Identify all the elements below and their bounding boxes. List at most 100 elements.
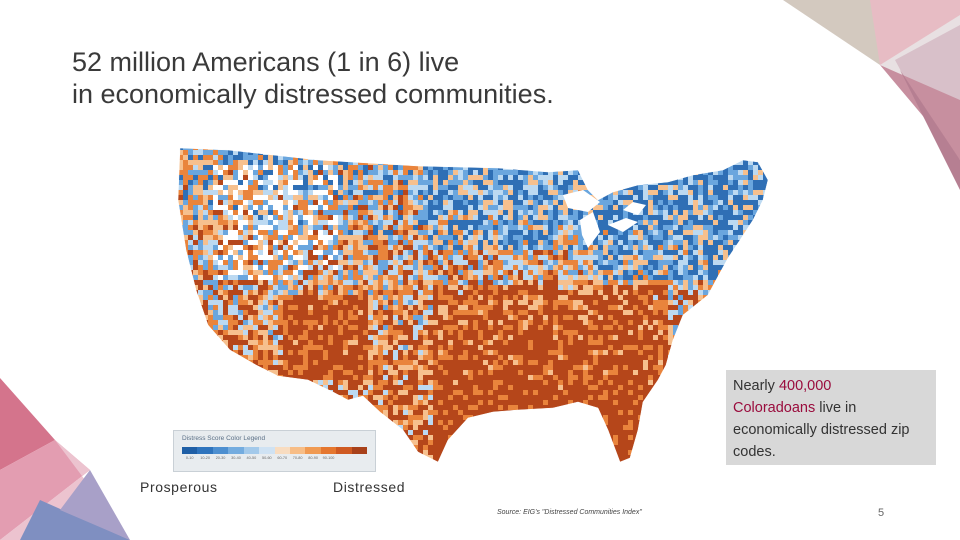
map-zip-cell xyxy=(253,185,258,190)
map-zip-cell xyxy=(708,270,713,275)
map-zip-cell xyxy=(308,170,313,175)
map-zip-cell xyxy=(463,340,468,345)
map-zip-cell xyxy=(343,315,348,320)
map-zip-cell xyxy=(363,190,368,195)
map-zip-cell xyxy=(313,315,318,320)
map-zip-cell xyxy=(323,250,328,255)
map-zip-cell xyxy=(338,270,343,275)
map-zip-cell xyxy=(373,250,378,255)
map-zip-cell xyxy=(523,255,528,260)
map-zip-cell xyxy=(418,190,423,195)
map-zip-cell xyxy=(443,230,448,235)
map-zip-cell xyxy=(568,175,573,180)
map-zip-cell xyxy=(463,265,468,270)
map-zip-cell xyxy=(518,315,523,320)
map-zip-cell xyxy=(213,305,218,310)
map-zip-cell xyxy=(543,260,548,265)
map-zip-cell xyxy=(313,340,318,345)
map-zip-cell xyxy=(208,150,213,155)
map-zip-cell xyxy=(428,140,433,145)
map-zip-cell xyxy=(243,148,248,150)
map-zip-cell xyxy=(243,280,248,285)
map-zip-cell xyxy=(533,255,538,260)
map-zip-cell xyxy=(298,190,303,195)
map-zip-cell xyxy=(643,285,648,290)
map-zip-cell xyxy=(403,260,408,265)
map-zip-cell xyxy=(383,180,388,185)
map-zip-cell xyxy=(343,160,348,165)
map-zip-cell xyxy=(258,235,263,240)
map-zip-cell xyxy=(488,200,493,205)
map-zip-cell xyxy=(523,290,528,295)
map-zip-cell xyxy=(433,235,438,240)
map-zip-cell xyxy=(173,210,178,215)
map-zip-cell xyxy=(308,235,313,240)
map-zip-cell xyxy=(778,220,780,225)
map-zip-cell xyxy=(738,280,743,285)
map-zip-cell xyxy=(208,275,213,280)
map-zip-cell xyxy=(303,205,308,210)
map-zip-cell xyxy=(568,275,573,280)
map-zip-cell xyxy=(423,195,428,200)
map-zip-cell xyxy=(368,265,373,270)
map-zip-cell xyxy=(523,190,528,195)
map-zip-cell xyxy=(368,250,373,255)
map-zip-cell xyxy=(768,230,773,235)
map-zip-cell xyxy=(738,305,743,310)
map-zip-cell xyxy=(228,175,233,180)
map-zip-cell xyxy=(778,235,780,240)
map-zip-cell xyxy=(363,290,368,295)
map-zip-cell xyxy=(748,150,753,155)
map-zip-cell xyxy=(618,310,623,315)
map-zip-cell xyxy=(478,205,483,210)
map-zip-cell xyxy=(468,265,473,270)
map-zip-cell xyxy=(348,170,353,175)
map-zip-cell xyxy=(718,335,723,340)
map-zip-cell xyxy=(368,320,373,325)
map-zip-cell xyxy=(203,235,208,240)
map-zip-cell xyxy=(678,280,683,285)
map-zip-cell xyxy=(773,335,778,340)
map-zip-cell xyxy=(678,150,683,155)
map-zip-cell xyxy=(298,260,303,265)
map-zip-cell xyxy=(308,305,313,310)
map-zip-cell xyxy=(228,160,233,165)
map-zip-cell xyxy=(613,140,618,145)
map-zip-cell xyxy=(323,290,328,295)
map-zip-cell xyxy=(778,195,780,200)
map-zip-cell xyxy=(758,265,763,270)
map-zip-cell xyxy=(493,210,498,215)
map-zip-cell xyxy=(333,185,338,190)
map-zip-cell xyxy=(778,265,780,270)
map-zip-cell xyxy=(623,155,628,160)
map-zip-cell xyxy=(598,220,603,225)
map-zip-cell xyxy=(358,240,363,245)
map-zip-cell xyxy=(238,165,243,170)
map-zip-cell xyxy=(258,165,263,170)
map-zip-cell xyxy=(503,315,508,320)
map-zip-cell xyxy=(573,170,578,175)
map-zip-cell xyxy=(368,260,373,265)
map-zip-cell xyxy=(648,230,653,235)
map-zip-cell xyxy=(183,190,188,195)
map-zip-cell xyxy=(588,290,593,295)
map-zip-cell xyxy=(328,265,333,270)
map-zip-cell xyxy=(243,270,248,275)
map-zip-cell xyxy=(263,275,268,280)
map-zip-cell xyxy=(248,210,253,215)
map-zip-cell xyxy=(618,210,623,215)
map-zip-cell xyxy=(403,155,408,160)
map-zip-cell xyxy=(408,180,413,185)
map-zip-cell xyxy=(468,148,473,150)
map-zip-cell xyxy=(593,335,598,340)
map-zip-cell xyxy=(308,165,313,170)
map-zip-cell xyxy=(563,148,568,150)
map-zip-cell xyxy=(683,270,688,275)
map-zip-cell xyxy=(268,265,273,270)
map-zip-cell xyxy=(383,210,388,215)
map-zip-cell xyxy=(628,295,633,300)
map-zip-cell xyxy=(258,175,263,180)
map-zip-cell xyxy=(598,335,603,340)
map-zip-cell xyxy=(693,235,698,240)
map-zip-cell xyxy=(208,330,213,335)
